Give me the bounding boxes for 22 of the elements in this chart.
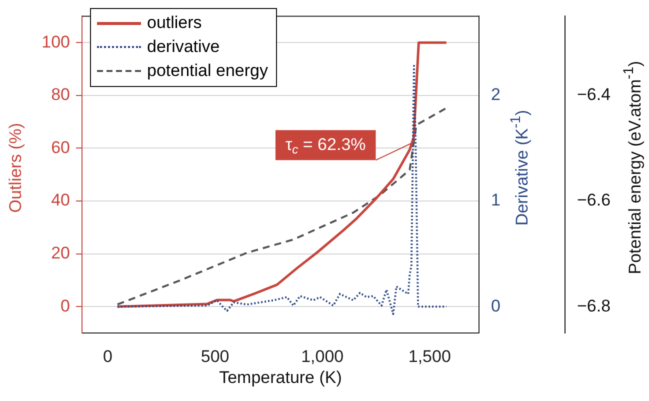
- legend-label: outliers: [147, 12, 202, 34]
- y3-tick-label: −6.6: [577, 190, 611, 210]
- y-tick-label: 60: [51, 138, 70, 157]
- x-tick-label: 500: [200, 346, 230, 366]
- x-tick-label: 0: [103, 346, 112, 366]
- y-tick-label: 0: [60, 296, 70, 316]
- y2-tick-label: 2: [491, 85, 500, 104]
- y-tick-label: 20: [51, 243, 70, 262]
- y-tick-label: 100: [42, 32, 70, 52]
- x-tick-label: 1,000: [301, 346, 344, 366]
- x-axis-title: Temperature (K): [218, 368, 343, 388]
- legend-label: derivative: [147, 36, 220, 58]
- y2-tick-label: 0: [491, 296, 500, 316]
- x-tick-label: 1,500: [408, 346, 451, 366]
- y-axis-title: Outliers (%): [6, 123, 26, 213]
- y2-tick-label: 1: [491, 190, 500, 210]
- y3-tick-label: −6.4: [577, 85, 611, 104]
- line-series: [116, 107, 448, 306]
- y3-tick-label: −6.8: [577, 296, 611, 316]
- legend-label: potential energy: [147, 60, 268, 82]
- y-tick-label: 40: [51, 190, 70, 210]
- y-tick-label: 80: [51, 85, 70, 104]
